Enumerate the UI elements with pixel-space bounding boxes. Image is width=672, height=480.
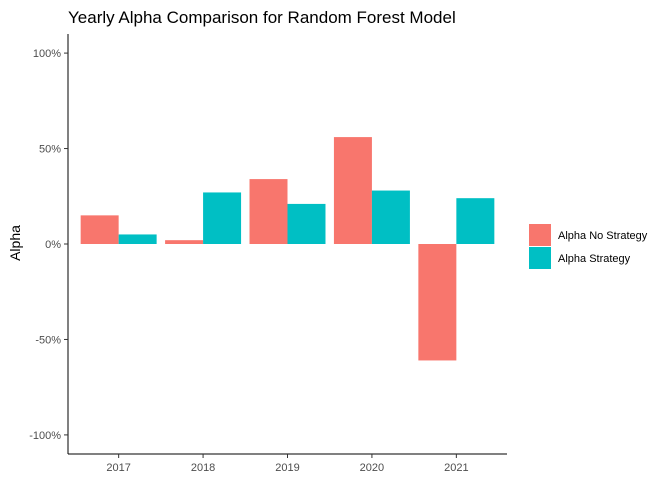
x-tick-label: 2021 <box>444 462 468 474</box>
y-tick-label: 100% <box>33 48 61 60</box>
y-axis-label: Alpha <box>7 225 23 261</box>
legend-label: Alpha No Strategy <box>558 230 648 242</box>
bar-alpha-no-strategy-2020 <box>333 137 372 244</box>
y-tick-label: -50% <box>35 334 61 346</box>
x-tick-label: 2018 <box>191 462 215 474</box>
legend-key-alpha-strategy <box>529 247 551 269</box>
legend: Alpha No Strategy Alpha Strategy <box>529 224 648 269</box>
legend-label: Alpha Strategy <box>558 253 631 265</box>
x-tick-label: 2019 <box>275 462 299 474</box>
y-tick-label: 0% <box>45 239 61 251</box>
bar-alpha-strategy-2017 <box>118 234 157 244</box>
y-tick-label: 50% <box>39 144 61 156</box>
bar-alpha-strategy-2021 <box>456 198 495 244</box>
bar-alpha-no-strategy-2021 <box>418 244 457 361</box>
y-tick-label: -100% <box>29 430 61 442</box>
plot-area: -100% -50% 0% 50% 100% 2017 2018 2019 2020 2021 <box>29 34 507 474</box>
x-tick-label: 2017 <box>106 462 130 474</box>
bar-alpha-strategy-2020 <box>371 190 410 244</box>
bar-alpha-strategy-2019 <box>287 203 326 244</box>
chart-title: Yearly Alpha Comparison for Random Fores… <box>68 8 456 27</box>
x-tick-label: 2020 <box>360 462 384 474</box>
legend-key-alpha-no-strategy <box>529 224 551 246</box>
bar-alpha-no-strategy-2017 <box>80 215 119 244</box>
bar-alpha-strategy-2018 <box>203 192 242 244</box>
bar-alpha-no-strategy-2018 <box>165 240 204 244</box>
bar-alpha-no-strategy-2019 <box>249 179 288 244</box>
